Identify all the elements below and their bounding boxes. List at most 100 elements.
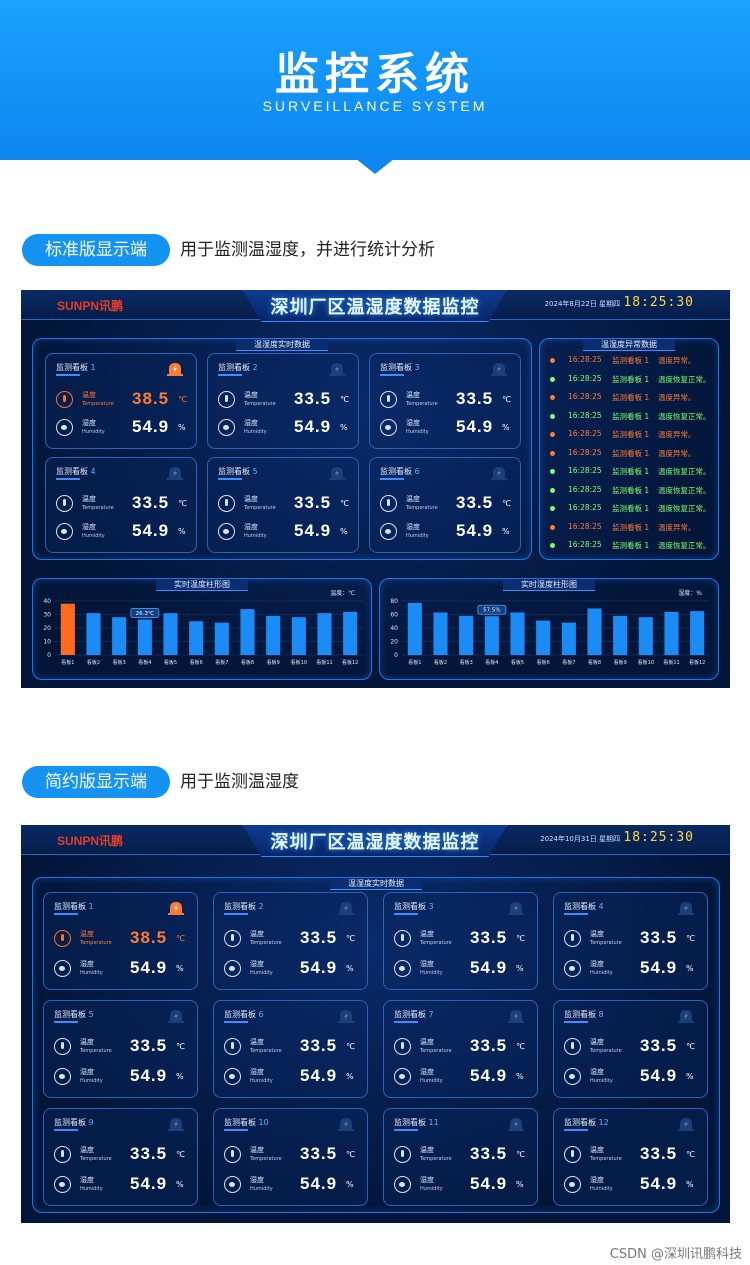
board-card-9[interactable]: 监测看板 9 温度 Temperature 33.5 ℃ 湿度 Humidity 54.9% xyxy=(43,1108,198,1206)
y-tick-label: 60 xyxy=(390,612,398,619)
humidity-label: 湿度 Humidity xyxy=(420,1068,443,1084)
humidity-icon xyxy=(564,960,581,977)
alarm-siren-icon-inactive xyxy=(337,1115,355,1131)
board-card-7[interactable]: 监测看板 7 温度 Temperature 33.5 ℃ 湿度 Humidity 54.9% xyxy=(383,1000,538,1098)
bar xyxy=(484,616,499,655)
temperature-label: 温度 Temperature xyxy=(420,1146,452,1162)
thermometer-icon xyxy=(54,930,71,947)
temperature-label: 温度 Temperature xyxy=(590,930,622,946)
board-number: 2 xyxy=(258,902,264,911)
humidity-row: 湿度 Humidity 54.9% xyxy=(218,521,348,543)
thermometer-icon xyxy=(564,1146,581,1163)
temperature-label: 温度 Temperature xyxy=(250,1038,282,1054)
board-card-6[interactable]: 监测看板 6 温度 Temperature 33.5 ℃ 湿度 Humidity 54.9% xyxy=(369,457,521,553)
humidity-label-en: Humidity xyxy=(406,429,429,435)
alarm-siren-icon-inactive xyxy=(677,1115,695,1131)
temperature-label: 温度 Temperature xyxy=(406,495,438,511)
anomaly-list-item[interactable]: 16:28:25 监测看板 1 温度恢复正常。 xyxy=(550,372,720,390)
anomaly-source: 监测看板 1 xyxy=(612,522,650,532)
anomaly-message: 温度恢复正常。 xyxy=(658,504,711,513)
anomaly-message: 温度恢复正常。 xyxy=(658,541,711,550)
humidity-row: 湿度 Humidity 54.9% xyxy=(54,1174,187,1196)
anomaly-list-item[interactable]: 16:28:25 监测看板 1 温度异常。 xyxy=(550,390,720,408)
anomaly-list-item[interactable]: 16:28:25 监测看板 1 温度异常。 xyxy=(550,520,720,538)
anomaly-source: 监测看板 1 xyxy=(612,541,650,550)
card-title-underline xyxy=(224,1021,248,1023)
board-card-8[interactable]: 监测看板 8 温度 Temperature 33.5 ℃ 湿度 Humidity 54.9% xyxy=(553,1000,708,1098)
board-card-6[interactable]: 监测看板 6 温度 Temperature 33.5 ℃ 湿度 Humidity 54.9% xyxy=(213,1000,368,1098)
bar xyxy=(459,615,474,655)
temperature-unit: ℃ xyxy=(176,934,185,943)
anomaly-list-item[interactable]: 16:28:25 监测看板 1 温度恢复正常。 xyxy=(550,538,720,556)
standard-version-desc: 用于监测温湿度，并进行统计分析 xyxy=(180,240,435,260)
temperature-value: 33.5 xyxy=(456,389,494,408)
board-card-4[interactable]: 监测看板 4 温度 Temperature 33.5 ℃ 湿度 Humidity 54.9% xyxy=(553,892,708,990)
temperature-row: 温度 Temperature 33.5 ℃ xyxy=(394,1144,527,1166)
board-card-5[interactable]: 监测看板 5 温度 Temperature 33.5 ℃ 湿度 Humidity 54.9% xyxy=(207,457,359,553)
thermometer-icon xyxy=(224,1038,241,1055)
humidity-icon xyxy=(224,1068,241,1085)
temperature-label-en: Temperature xyxy=(80,940,112,946)
board-card-5[interactable]: 监测看板 5 温度 Temperature 33.5 ℃ 湿度 Humidity 54.9% xyxy=(43,1000,198,1098)
anomaly-list-item[interactable]: 16:28:25 监测看板 1 温度异常。 xyxy=(550,427,720,445)
humidity-unit: % xyxy=(516,1180,524,1189)
temperature-label: 温度 Temperature xyxy=(80,1146,112,1162)
chart-unit-label: 湿度：% xyxy=(678,589,702,597)
temperature-row: 温度 Temperature 33.5 ℃ xyxy=(564,928,697,950)
anomaly-time: 16:28:25 xyxy=(568,373,602,383)
board-card-2[interactable]: 监测看板 2 温度 Temperature 33.5 ℃ 湿度 Humidity 54.9% xyxy=(213,892,368,990)
anomaly-list-item[interactable]: 16:28:25 监测看板 1 温度异常。 xyxy=(550,446,720,464)
anomaly-list-item[interactable]: 16:28:25 监测看板 1 温度恢复正常。 xyxy=(550,483,720,501)
humidity-row: 湿度 Humidity 54.9% xyxy=(56,417,186,439)
x-tick-label: 看板10 xyxy=(638,659,654,666)
humidity-icon xyxy=(224,960,241,977)
anomaly-source: 监测看板 1 xyxy=(612,356,650,365)
temperature-value: 38.5 xyxy=(130,928,168,947)
board-number: 5 xyxy=(88,1010,94,1019)
board-card-11[interactable]: 监测看板 11 温度 Temperature 33.5 ℃ 湿度 Humidity 54.9% xyxy=(383,1108,538,1206)
board-card-2[interactable]: 监测看板 2 温度 Temperature 33.5 ℃ 湿度 Humidity 54.9% xyxy=(207,353,359,449)
alarm-siren-icon-inactive xyxy=(507,1115,525,1131)
board-name: 监测看板 xyxy=(56,467,91,476)
humidity-label-en: Humidity xyxy=(590,1078,613,1084)
anomaly-panel-title: 温湿度异常数据 xyxy=(540,338,718,352)
humidity-row: 湿度 Humidity 54.9% xyxy=(380,521,510,543)
board-card-4[interactable]: 监测看板 4 温度 Temperature 33.5 ℃ 湿度 Humidity 54.9% xyxy=(45,457,197,553)
bar xyxy=(291,617,306,655)
card-title-underline xyxy=(564,913,588,915)
board-card-3[interactable]: 监测看板 3 温度 Temperature 33.5 ℃ 湿度 Humidity 54.9% xyxy=(383,892,538,990)
temperature-label: 温度 Temperature xyxy=(250,930,282,946)
board-card-3[interactable]: 监测看板 3 温度 Temperature 33.5 ℃ 湿度 Humidity 54.9% xyxy=(369,353,521,449)
realtime-panel-title-text: 温湿度实时数据 xyxy=(236,339,328,351)
humidity-chart-title-text: 实时湿度柱形图 xyxy=(503,579,595,591)
standard-version-pill: 标准版显示端 xyxy=(22,234,170,266)
card-title-underline xyxy=(564,1129,588,1131)
humidity-label: 湿度 Humidity xyxy=(80,960,103,976)
humidity-label: 湿度 Humidity xyxy=(250,960,273,976)
board-name: 监测看板 xyxy=(394,1118,429,1127)
temperature-value: 33.5 xyxy=(132,493,170,512)
humidity-row: 湿度 Humidity 54.9% xyxy=(54,1066,187,1088)
card-title-underline xyxy=(394,1129,418,1131)
anomaly-list-item[interactable]: 16:28:25 监测看板 1 温度恢复正常。 xyxy=(550,464,720,482)
board-card-10[interactable]: 监测看板 10 温度 Temperature 33.5 ℃ 湿度 Humidity 54.9% xyxy=(213,1108,368,1206)
humidity-unit: % xyxy=(686,1072,694,1081)
humidity-value: 54.9 xyxy=(470,958,508,977)
humidity-value: 54.9 xyxy=(300,1174,338,1193)
board-card-1[interactable]: 监测看板 1 温度 Temperature 38.5 ℃ 湿度 Humidity 54.9% xyxy=(43,892,198,990)
temperature-chart-title: 实时温度柱形图 xyxy=(33,578,371,592)
board-name: 监测看板 xyxy=(394,902,429,911)
humidity-unit: % xyxy=(176,1180,184,1189)
x-tick-label: 看板3 xyxy=(113,659,126,666)
bar xyxy=(407,603,422,655)
board-name: 监测看板 xyxy=(380,363,415,372)
temperature-value: 33.5 xyxy=(294,389,332,408)
bar xyxy=(690,611,705,655)
board-card-1[interactable]: 监测看板 1 温度 Temperature 38.5 ℃ 湿度 Humidity 54.9% xyxy=(45,353,197,449)
anomaly-list-item[interactable]: 16:28:25 监测看板 1 温度恢复正常。 xyxy=(550,409,720,427)
card-title-underline xyxy=(56,478,80,480)
humidity-label-en: Humidity xyxy=(250,970,273,976)
board-card-12[interactable]: 监测看板 12 温度 Temperature 33.5 ℃ 湿度 Humidity 54.9% xyxy=(553,1108,708,1206)
anomaly-list-item[interactable]: 16:28:25 监测看板 1 温度恢复正常。 xyxy=(550,501,720,519)
anomaly-list-item[interactable]: 16:28:25 监测看板 1 温度异常。 xyxy=(550,353,720,371)
